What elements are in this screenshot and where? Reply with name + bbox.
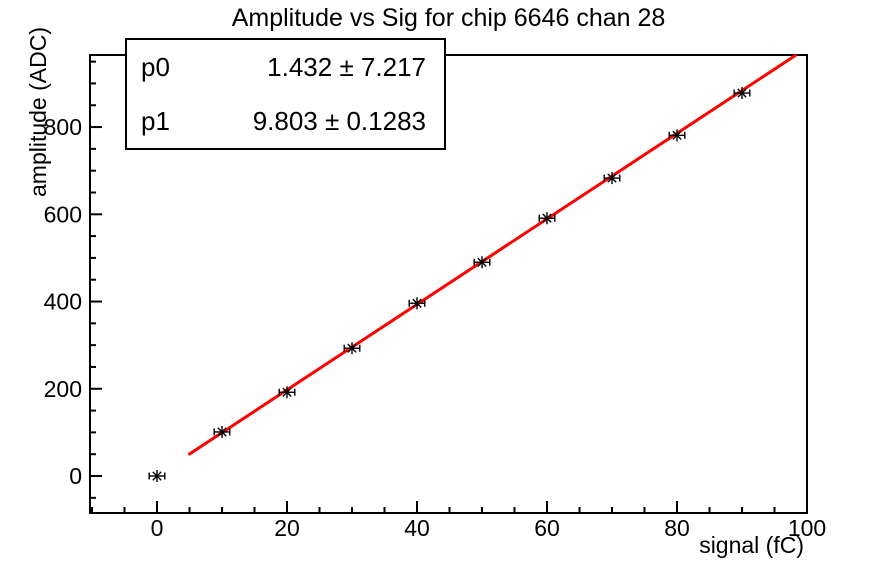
data-point bbox=[148, 470, 166, 483]
asterisk-marker bbox=[672, 130, 682, 141]
chart-title: Amplitude vs Sig for chip 6646 chan 28 bbox=[231, 4, 666, 32]
y-tick-label: 200 bbox=[44, 376, 82, 402]
stat-param-name: p1 bbox=[141, 106, 170, 136]
x-tick-label: 40 bbox=[404, 515, 430, 541]
y-axis-title: amplitude (ADC) bbox=[25, 27, 51, 197]
y-tick-label: 400 bbox=[44, 289, 82, 315]
asterisk-marker bbox=[477, 257, 487, 267]
stat-row-p0: p0 1.432 ± 7.217 bbox=[141, 54, 426, 80]
plot-frame bbox=[89, 54, 808, 514]
data-point bbox=[343, 342, 361, 355]
stat-param-value: 1.432 ± 7.217 bbox=[267, 52, 426, 82]
x-tick-label: 80 bbox=[664, 515, 690, 541]
asterisk-marker bbox=[607, 173, 617, 183]
x-axis-title: signal (fC) bbox=[699, 532, 804, 558]
x-tick-label: 60 bbox=[534, 515, 560, 541]
asterisk-marker bbox=[152, 471, 162, 481]
y-tick-label: 600 bbox=[44, 201, 82, 227]
fit-line bbox=[188, 53, 797, 456]
asterisk-marker bbox=[412, 298, 422, 308]
stat-row-p1: p1 9.803 ± 0.1283 bbox=[141, 108, 426, 134]
data-point bbox=[473, 256, 491, 269]
data-point bbox=[278, 386, 296, 399]
asterisk-marker bbox=[542, 213, 552, 223]
y-tick-label: 0 bbox=[69, 463, 82, 489]
data-point bbox=[538, 212, 556, 225]
x-tick-label: 100 bbox=[788, 515, 826, 541]
asterisk-marker bbox=[282, 387, 292, 397]
data-point bbox=[668, 129, 686, 142]
x-tick-label: 20 bbox=[274, 515, 300, 541]
data-point bbox=[733, 87, 751, 100]
data-point bbox=[408, 297, 426, 310]
stat-param-name: p0 bbox=[141, 52, 170, 82]
asterisk-marker bbox=[347, 343, 357, 353]
data-point bbox=[213, 425, 231, 438]
asterisk-marker bbox=[217, 427, 227, 437]
asterisk-marker bbox=[737, 88, 747, 98]
stat-param-value: 9.803 ± 0.1283 bbox=[252, 106, 426, 136]
y-tick-label: 800 bbox=[44, 114, 82, 140]
x-tick-label: 0 bbox=[151, 515, 164, 541]
fit-stats-box[interactable]: p0 1.432 ± 7.217 p1 9.803 ± 0.1283 bbox=[125, 38, 446, 150]
data-point bbox=[603, 172, 621, 185]
